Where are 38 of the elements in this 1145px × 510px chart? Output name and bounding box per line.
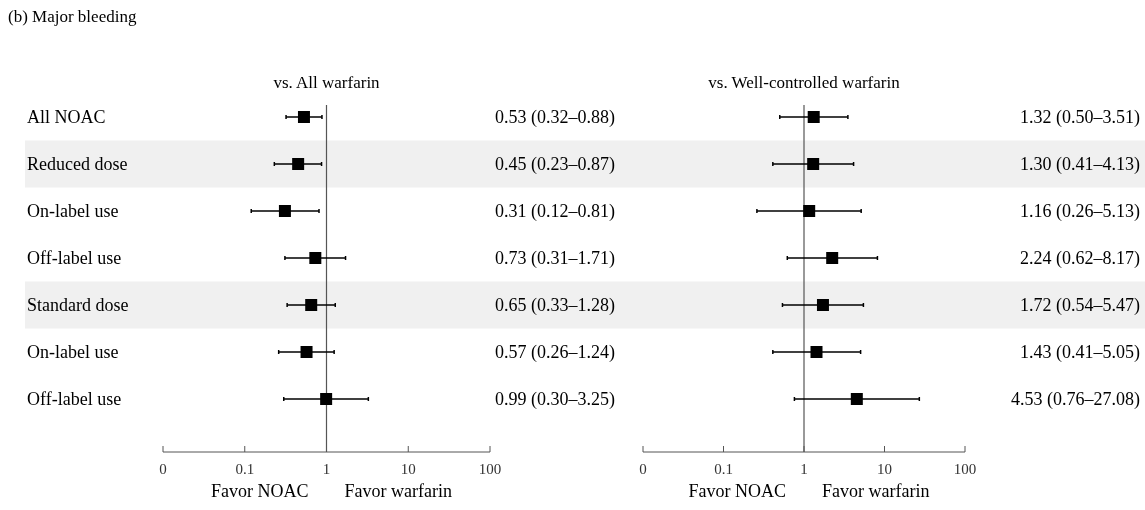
data-label: 0.53 (0.32–0.88) (495, 107, 615, 129)
y-tick-label: On-label use (27, 342, 119, 363)
data-label: 0.99 (0.30–3.25) (495, 389, 615, 411)
x-tick-label: 10 (877, 461, 892, 477)
x-tick-label: 100 (953, 461, 977, 477)
chart-title: vs. Well-controlled warfarin (708, 73, 901, 92)
data-label: 0.31 (0.12–0.81) (495, 201, 615, 223)
x-tick-label: 1 (322, 461, 331, 477)
data-label: 2.24 (0.62–8.17) (1020, 248, 1140, 270)
text: Favor warfarin (822, 481, 930, 501)
data-label: 0.65 (0.33–1.28) (495, 295, 615, 317)
text: Favor NOAC (688, 481, 786, 501)
x-tick-label: 0.1 (714, 461, 733, 477)
y-tick-label: Off-label use (27, 389, 122, 410)
data-label: 0.73 (0.31–1.71) (495, 248, 615, 270)
x-tick-label: 0 (159, 461, 167, 477)
data-label: 1.72 (0.54–5.47) (1020, 295, 1140, 317)
text: Favor warfarin (344, 481, 452, 501)
data-label: 1.30 (0.41–4.13) (1020, 154, 1140, 176)
x-tick-label: 100 (478, 461, 502, 477)
x-tick-label: 1 (800, 461, 808, 477)
y-tick-label: Reduced dose (27, 154, 128, 175)
y-tick-label: On-label use (27, 201, 119, 222)
chart-title: vs. All warfarin (273, 73, 381, 92)
y-tick-label: Standard dose (27, 295, 129, 316)
y-tick-label: Off-label use (27, 248, 122, 269)
data-label: 1.32 (0.50–3.51) (1020, 107, 1140, 129)
x-tick-label: 0 (639, 461, 647, 477)
data-label: 1.16 (0.26–5.13) (1020, 201, 1140, 223)
data-label: 0.57 (0.26–1.24) (495, 342, 615, 364)
y-tick-label: All NOAC (27, 107, 106, 128)
x-tick-label: 0.1 (235, 461, 255, 477)
data-label: 4.53 (0.76–27.08) (1011, 389, 1140, 411)
x-tick-label: 10 (400, 461, 416, 477)
text: (b) Major bleeding (8, 7, 137, 26)
data-label: 0.45 (0.23–0.87) (495, 154, 615, 176)
data-label: 1.43 (0.41–5.05) (1020, 342, 1140, 364)
text: Favor NOAC (211, 481, 309, 501)
